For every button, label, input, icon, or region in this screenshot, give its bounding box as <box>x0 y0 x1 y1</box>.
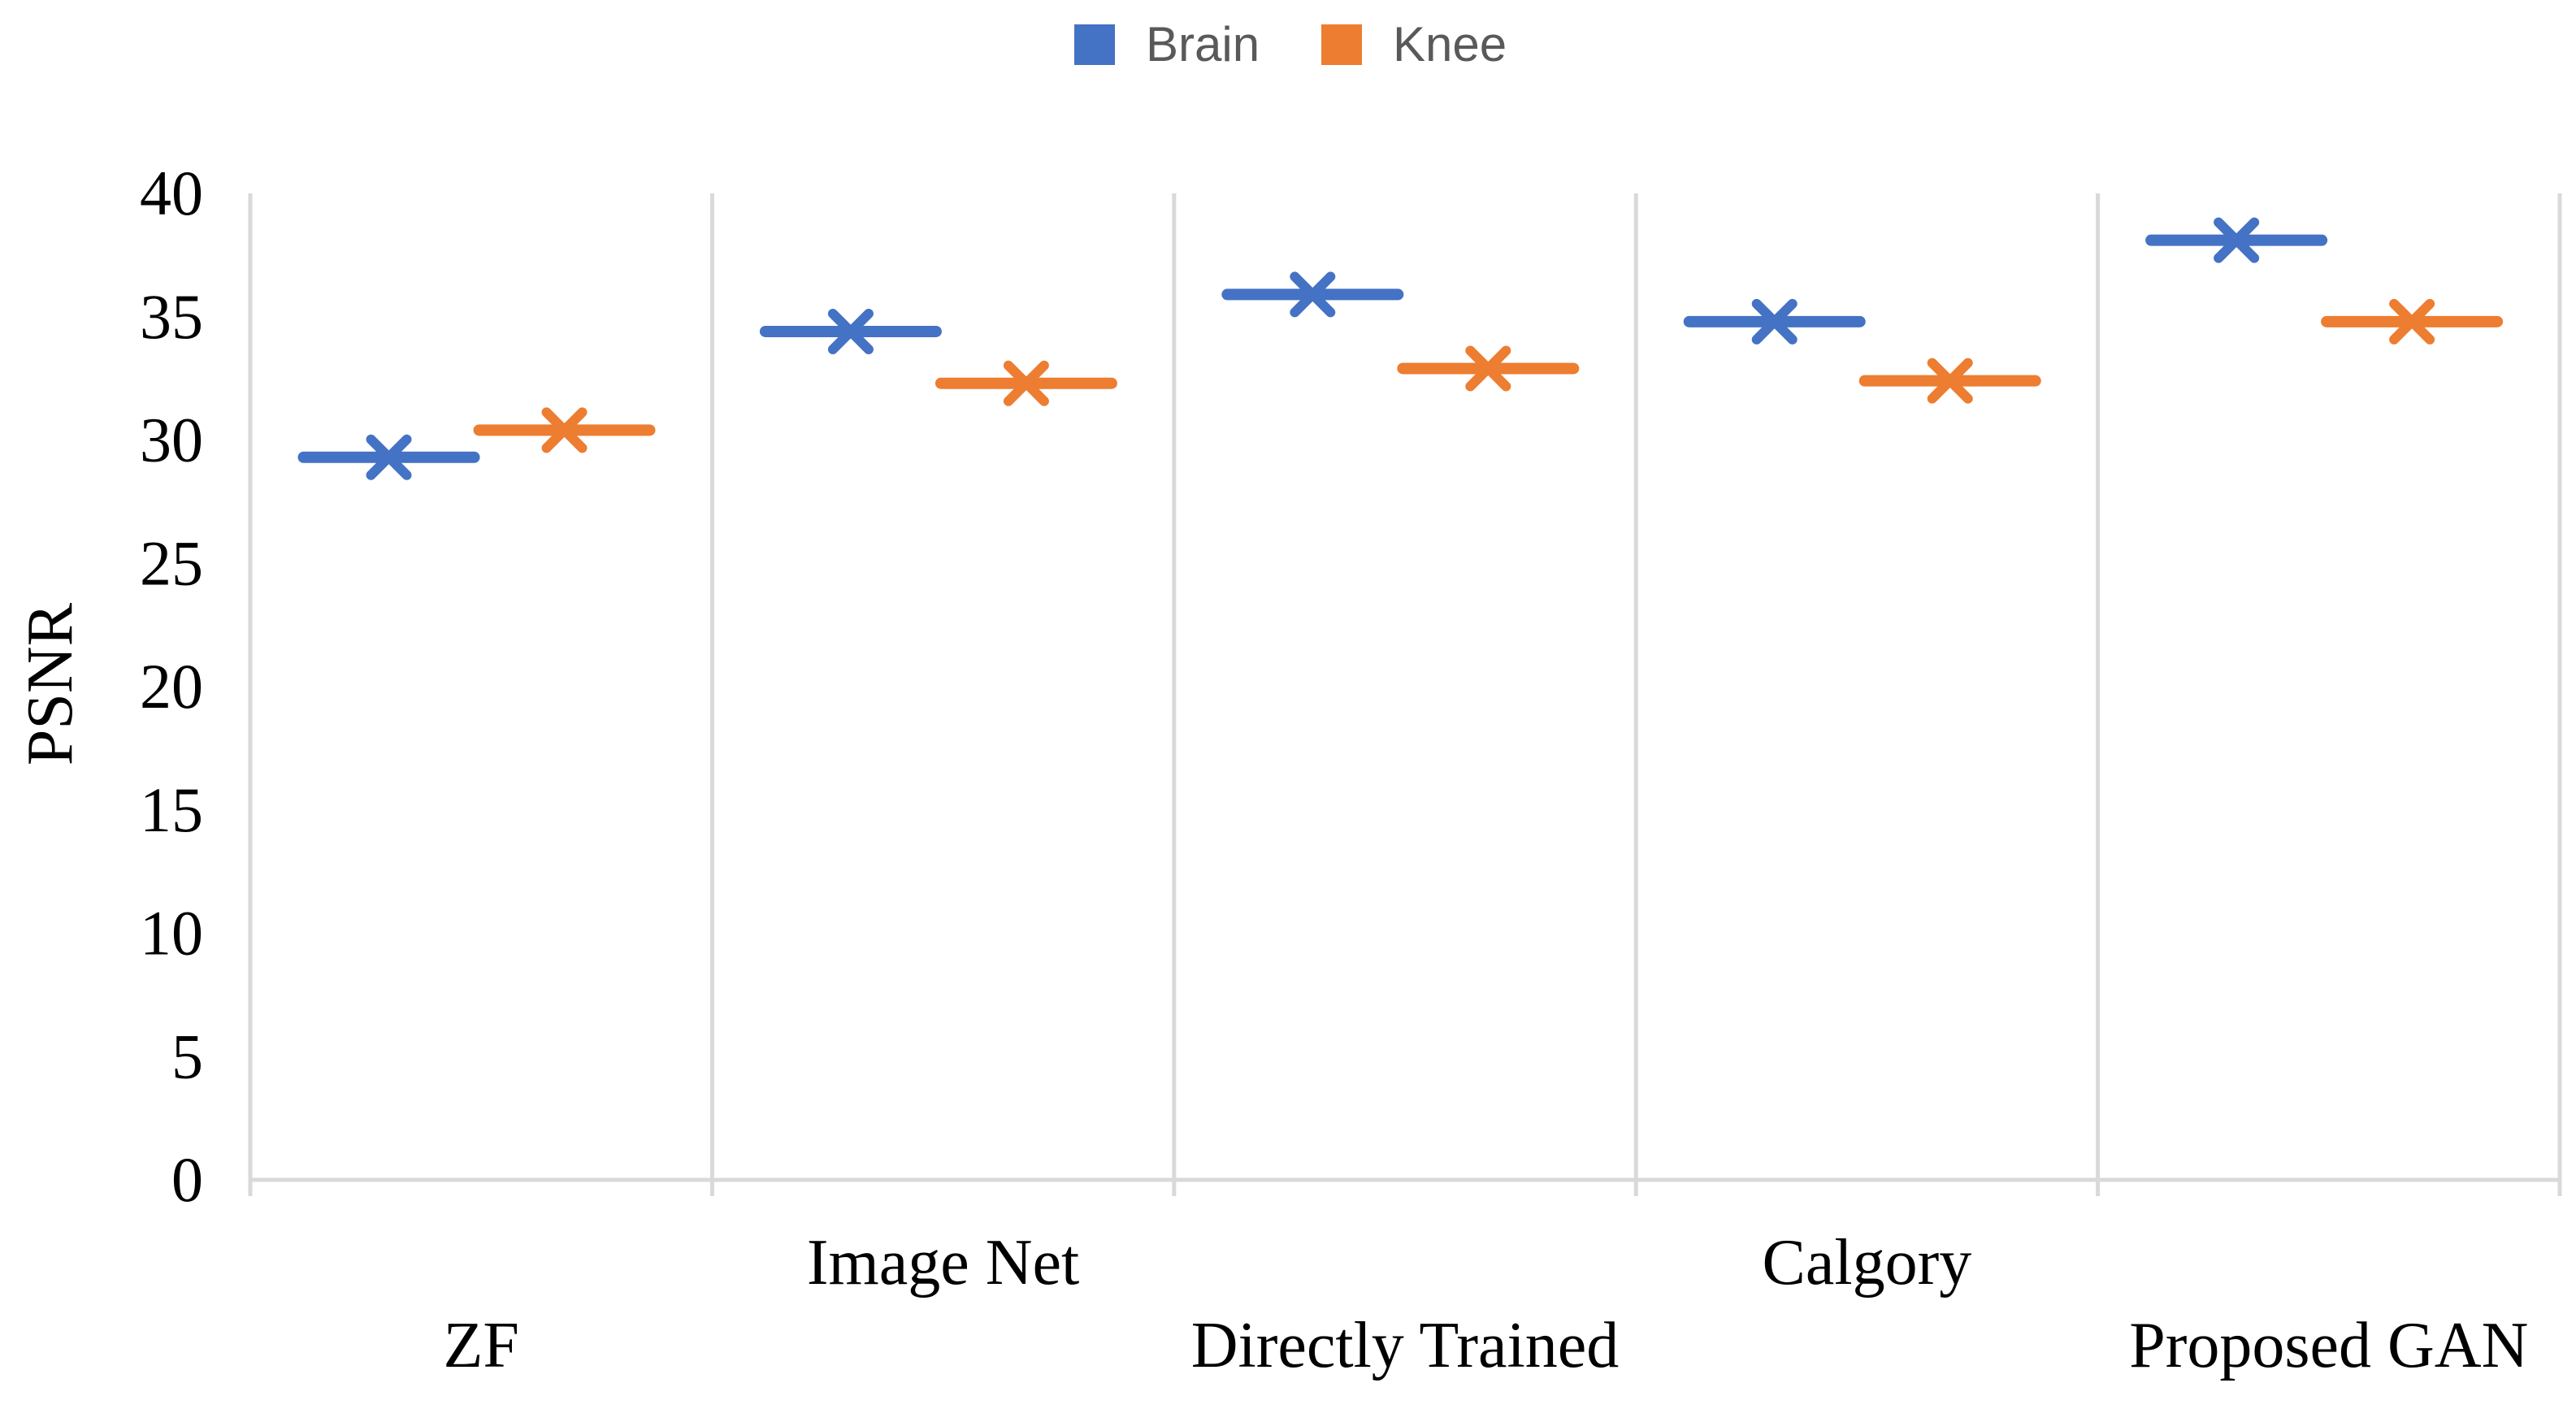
data-point-knee <box>479 412 650 448</box>
y-tick-label: 25 <box>140 527 203 598</box>
category-label: ZF <box>444 1310 519 1381</box>
data-marks <box>304 223 2498 475</box>
x-axis-category-labels: ZF Image Net Directly Trained Calgory Propos… <box>444 1227 2529 1381</box>
data-point-brain <box>2151 223 2322 258</box>
category-label: Directly Trained <box>1191 1310 1620 1381</box>
data-point-brain <box>765 314 936 349</box>
data-point-knee <box>1865 363 2036 399</box>
category-gridlines <box>250 193 2560 1196</box>
data-point-brain <box>1689 304 1860 340</box>
y-tick-label: 15 <box>140 774 203 845</box>
data-point-brain <box>304 440 475 475</box>
legend: Brain Knee <box>1074 17 1507 72</box>
legend-label-knee: Knee <box>1393 17 1507 72</box>
y-tick-label: 5 <box>171 1021 203 1091</box>
y-tick-label: 0 <box>171 1144 203 1215</box>
legend-label-brain: Brain <box>1146 17 1260 72</box>
y-tick-label: 10 <box>140 898 203 969</box>
category-label: Image Net <box>807 1227 1079 1298</box>
y-tick-label: 20 <box>140 651 203 722</box>
y-axis-tick-labels: 0 5 10 15 20 25 30 35 40 <box>140 158 203 1215</box>
legend-swatch-brain <box>1074 24 1115 65</box>
data-point-knee <box>1403 350 1573 386</box>
data-point-knee <box>941 366 1112 401</box>
data-point-brain <box>1227 276 1398 312</box>
y-tick-label: 35 <box>140 281 203 352</box>
category-label: Calgory <box>1763 1227 1972 1298</box>
y-tick-label: 30 <box>140 405 203 475</box>
category-label: Proposed GAN <box>2129 1310 2528 1381</box>
data-point-knee <box>2327 304 2497 340</box>
y-tick-label: 40 <box>140 158 203 228</box>
y-axis-title: PSNR <box>15 602 86 765</box>
legend-swatch-knee <box>1321 24 1362 65</box>
